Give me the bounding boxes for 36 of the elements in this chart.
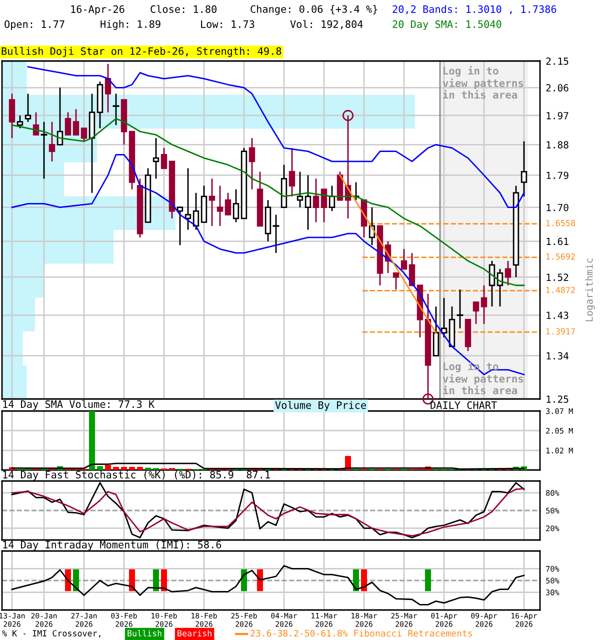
band-label: Log in to view patterns in this area	[442, 66, 524, 99]
text: Vol: 192,804	[290, 20, 363, 30]
ref-line-label: 1.6558	[546, 220, 575, 226]
text: Volume By Price	[275, 401, 366, 411]
y-axis-title: Logarithmic	[585, 258, 595, 322]
text: Bullish Doji Star on 12-Feb-26, Strength: 49.8	[2, 47, 282, 57]
text: DAILY CHART	[430, 401, 497, 409]
y-tick-label: 1.97	[546, 112, 568, 120]
y-tick-label: 2.06	[546, 84, 568, 92]
chart-title: 14 Day SMA Volume: 77.3 K	[3, 400, 155, 410]
text: Open: 1.77	[4, 20, 64, 30]
text: Bearish	[178, 630, 212, 636]
legend-label: 23.6-38.2-50-61.8% Fibonacci Retracements	[250, 630, 472, 637]
text: Low: 1.73	[201, 20, 254, 28]
ref-line-label: 1.3917	[546, 328, 575, 335]
chart-title: 14 Day Intraday Momentum (IMI): 58.6	[3, 540, 222, 550]
y-tick-label: 1.25	[546, 396, 568, 403]
y-tick-label: 1.79	[546, 172, 568, 180]
y-tick-label: 1.61	[546, 238, 568, 246]
y-tick-label: 1.43	[546, 312, 568, 320]
y-tick-label: 1.70	[546, 204, 568, 212]
text: 20,2 Bands: 1.3010 , 1.7386	[392, 5, 556, 14]
y-tick-label: 2.15	[546, 58, 568, 65]
ref-line-label: 1.4872	[546, 286, 575, 294]
chart-title: 14 Day Fast Stochastic (%K) (%D): 85.9 87.1	[3, 470, 270, 480]
text: High: 1.89	[100, 20, 160, 30]
ref-line-label: 1.5692	[546, 253, 575, 260]
y-tick-label: 1.34	[546, 352, 569, 360]
text: Close: 1.80	[150, 5, 216, 13]
y-tick-label: 1.88	[546, 141, 568, 148]
y-tick-label: 1.52	[546, 274, 568, 281]
text: Change: 0.06 {+3.4 %}	[250, 5, 378, 15]
text: Bullish	[128, 630, 162, 636]
text: 16-Apr-26	[71, 5, 124, 15]
text: 20 Day SMA: 1.5040	[392, 20, 502, 30]
text: % K - IMI Crossover,	[2, 630, 100, 638]
